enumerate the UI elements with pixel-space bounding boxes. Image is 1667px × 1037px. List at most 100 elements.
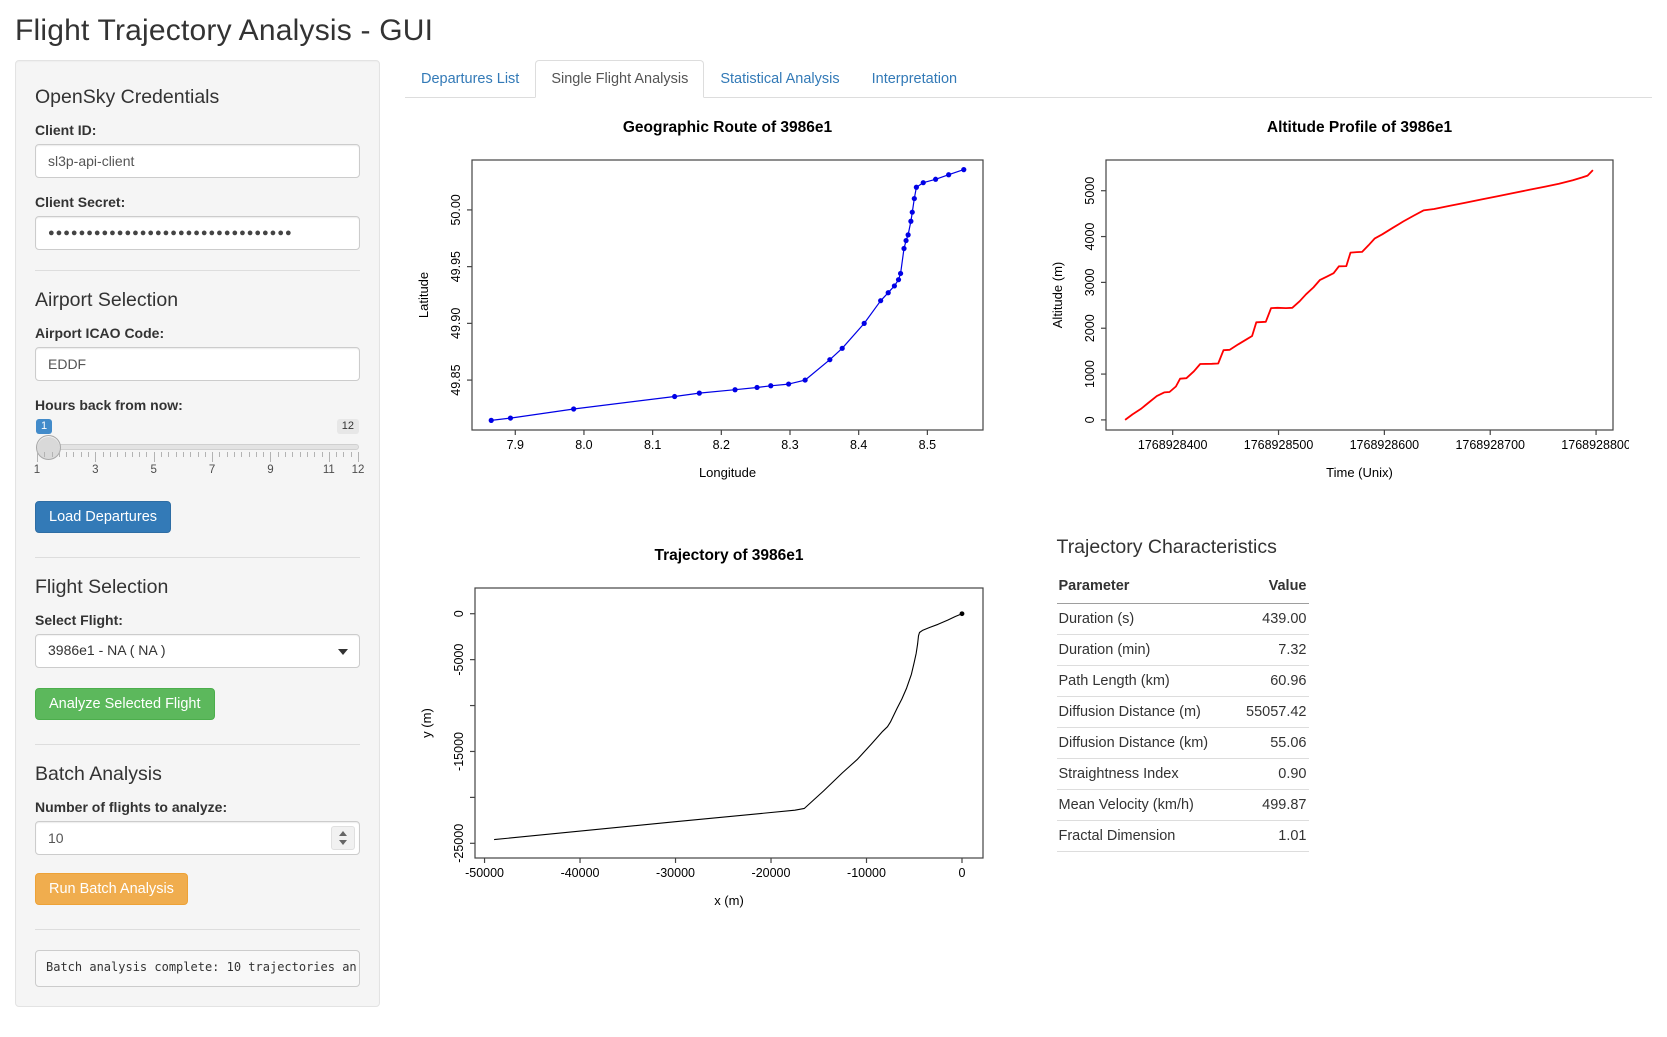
slider-tick-label: 7 — [208, 464, 216, 476]
single-flight-tab-content: Geographic Route of 3986e1 7.9 8.0 8.1 8.2 8.… — [405, 98, 1652, 910]
plots-row-top: Geographic Route of 3986e1 7.9 8.0 8.1 8.2 8.… — [405, 110, 1652, 502]
client-id-input[interactable] — [35, 144, 360, 178]
value-cell: 0.90 — [1233, 758, 1309, 790]
svg-text:y (m): y (m) — [419, 708, 434, 738]
svg-text:-5000: -5000 — [452, 644, 466, 676]
analyze-flight-button[interactable]: Analyze Selected Flight — [35, 688, 215, 720]
value-cell: 499.87 — [1233, 789, 1309, 821]
svg-text:0: 0 — [452, 610, 466, 617]
table-row: Diffusion Distance (m) 55057.42 — [1056, 696, 1309, 728]
slider-grid — [37, 452, 359, 464]
parameter-cell: Diffusion Distance (km) — [1056, 727, 1234, 759]
tab-bar: Departures List Single Flight Analysis S… — [405, 60, 1652, 98]
load-departures-button[interactable]: Load Departures — [35, 501, 172, 533]
stepper-up-icon[interactable] — [339, 831, 347, 836]
sidebar-panel: OpenSky Credentials Client ID: Client Se… — [15, 60, 380, 1007]
tab-statistical-analysis[interactable]: Statistical Analysis — [720, 71, 840, 87]
section-divider — [35, 270, 360, 271]
app-layout: OpenSky Credentials Client ID: Client Se… — [0, 60, 1667, 1007]
slider-tick-label: 9 — [267, 464, 274, 476]
parameter-cell: Diffusion Distance (m) — [1056, 696, 1234, 728]
client-secret-input[interactable] — [35, 216, 360, 250]
geo-route-plot-col: Geographic Route of 3986e1 7.9 8.0 8.1 8.2 8.… — [405, 110, 1029, 502]
svg-text:-25000: -25000 — [452, 824, 466, 863]
section-divider — [35, 929, 360, 930]
num-flights-input[interactable] — [35, 821, 360, 855]
svg-text:-20000: -20000 — [752, 866, 791, 880]
value-cell: 7.32 — [1233, 634, 1309, 666]
svg-text:49.90: 49.90 — [449, 308, 463, 339]
svg-text:Altitude Profile of 3986e1: Altitude Profile of 3986e1 — [1266, 119, 1452, 136]
batch-analysis-heading: Batch Analysis — [35, 763, 162, 785]
credentials-heading: OpenSky Credentials — [35, 86, 220, 108]
chevron-down-icon — [338, 649, 348, 655]
num-flights-field — [35, 821, 360, 855]
slider-handle[interactable] — [36, 435, 61, 460]
svg-text:-40000: -40000 — [561, 866, 600, 880]
slider-tick-label: 3 — [92, 464, 99, 476]
value-cell: 1.01 — [1233, 820, 1309, 852]
batch-status-output: Batch analysis complete: 10 trajectories… — [35, 950, 360, 987]
svg-text:7.9: 7.9 — [507, 438, 524, 452]
parameter-cell: Fractal Dimension — [1056, 820, 1234, 852]
col-value: Value — [1233, 573, 1309, 604]
num-flights-label: Number of flights to analyze: — [35, 799, 228, 815]
slider-max-badge: 12 — [336, 419, 359, 435]
svg-text:1768928600: 1768928600 — [1349, 438, 1419, 452]
table-row: Fractal Dimension 1.01 — [1056, 820, 1309, 852]
svg-text:1768928500: 1768928500 — [1243, 438, 1313, 452]
trajectory-plot: Trajectory of 3986e1-50000 -40000 -30000 -2… — [419, 547, 984, 908]
tab-interpretation[interactable]: Interpretation — [871, 71, 958, 87]
icao-label: Airport ICAO Code: — [35, 325, 165, 341]
table-row: Duration (min) 7.32 — [1056, 634, 1309, 666]
tab-departures-list[interactable]: Departures List — [421, 71, 520, 87]
flight-selection-heading: Flight Selection — [35, 576, 169, 598]
svg-text:8.5: 8.5 — [919, 438, 936, 452]
svg-text:4000: 4000 — [1083, 223, 1097, 251]
svg-text:-50000: -50000 — [465, 866, 504, 880]
number-stepper[interactable] — [331, 826, 355, 850]
page-title: Flight Trajectory Analysis - GUI — [15, 14, 434, 47]
tab-single-flight-analysis[interactable]: Single Flight Analysis — [535, 60, 705, 98]
svg-text:0: 0 — [959, 866, 966, 880]
svg-text:8.1: 8.1 — [644, 438, 661, 452]
geographic-route-plot: Geographic Route of 3986e1 7.9 8.0 8.1 8.2 8.… — [416, 119, 984, 480]
icao-input[interactable] — [35, 347, 360, 381]
run-batch-button[interactable]: Run Batch Analysis — [35, 873, 188, 905]
airport-heading: Airport Selection — [35, 289, 179, 311]
characteristics-title: Trajectory Characteristics — [1056, 536, 1277, 558]
svg-text:49.85: 49.85 — [449, 364, 463, 395]
svg-text:8.4: 8.4 — [850, 438, 867, 452]
svg-text:8.0: 8.0 — [575, 438, 592, 452]
svg-text:Altitude (m): Altitude (m) — [1050, 262, 1065, 328]
svg-text:8.3: 8.3 — [781, 438, 798, 452]
slider-tick-label: 1 — [33, 464, 41, 476]
svg-text:3000: 3000 — [1083, 268, 1097, 296]
slider-tick-label: 11 — [322, 464, 335, 476]
value-cell: 60.96 — [1233, 665, 1309, 697]
hours-back-label: Hours back from now: — [35, 397, 183, 413]
svg-text:x (m): x (m) — [714, 893, 744, 908]
altitude-profile-plot: Altitude Profile of 3986e1 1768928400 1768… — [1050, 119, 1629, 480]
stepper-down-icon[interactable] — [339, 840, 347, 845]
value-cell: 439.00 — [1233, 603, 1309, 635]
table-row: Mean Velocity (km/h) 499.87 — [1056, 789, 1309, 821]
section-divider — [35, 744, 360, 745]
svg-text:-15000: -15000 — [452, 732, 466, 771]
svg-text:Longitude: Longitude — [699, 465, 756, 480]
flight-select[interactable]: 3986e1 - NA ( NA ) — [35, 634, 360, 668]
svg-text:50.00: 50.00 — [449, 194, 463, 225]
flight-select-value: 3986e1 - NA ( NA ) — [48, 642, 166, 658]
parameter-cell: Duration (min) — [1056, 634, 1234, 666]
plots-row-bottom: Trajectory of 3986e1 -50000 -40000 -30000 -2… — [405, 510, 1652, 910]
table-row: Duration (s) 439.00 — [1056, 603, 1309, 635]
section-divider — [35, 557, 360, 558]
parameter-cell: Mean Velocity (km/h) — [1056, 789, 1234, 821]
hours-back-slider[interactable]: 1 12 1 3 5 7 9 11 12 — [33, 419, 364, 485]
table-row: Diffusion Distance (km) 55.06 — [1056, 727, 1309, 759]
select-flight-label: Select Flight: — [35, 612, 123, 628]
trajectory-plot-col: Trajectory of 3986e1 -50000 -40000 -30000 -2… — [405, 510, 1029, 910]
slider-tick-label: 5 — [150, 464, 157, 476]
table-row: Straightness Index 0.90 — [1056, 758, 1309, 790]
slider-track[interactable] — [36, 444, 359, 450]
